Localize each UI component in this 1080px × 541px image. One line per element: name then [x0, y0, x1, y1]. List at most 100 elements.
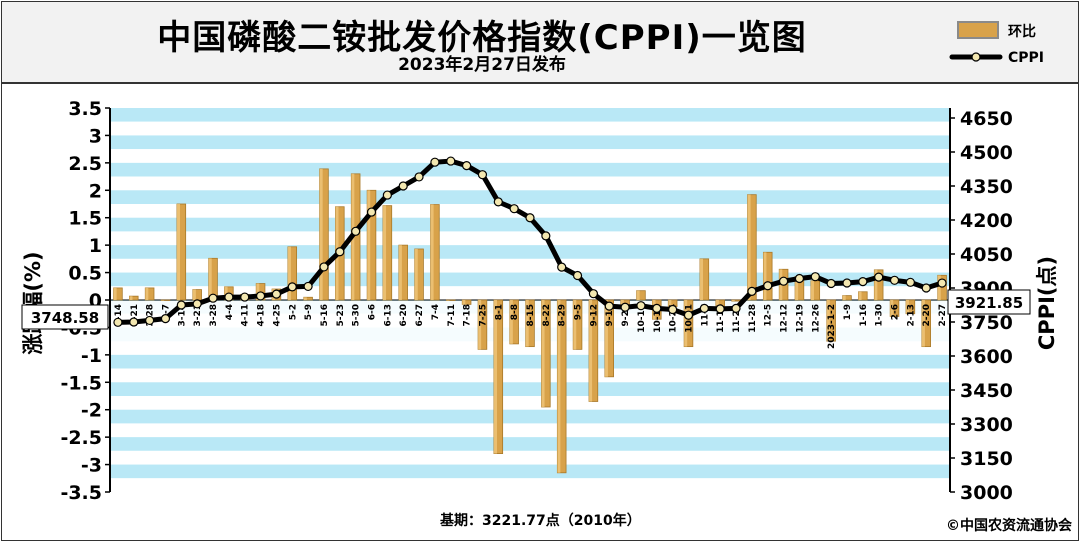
x-tick-label: 4-11 [241, 304, 251, 327]
x-tick-label: 8-29 [558, 304, 568, 327]
x-tick-label: 12-26 [811, 304, 821, 333]
cppi-point-3-7 [160, 314, 171, 324]
cppi-point-5-16 [319, 262, 329, 272]
bar-highlight-12-19 [795, 276, 799, 300]
left-tick-label: -2.5 [60, 427, 102, 449]
grid-band [110, 382, 950, 396]
x-tick-label: 5-23 [336, 304, 346, 327]
cppi-point-6-13 [382, 190, 392, 200]
x-tick-label: 5-9 [304, 304, 314, 320]
left-tick-label: 1 [89, 235, 102, 257]
grid-band [110, 354, 950, 369]
bar-highlight-9-5 [573, 300, 577, 350]
x-tick-label: 2-6 [891, 304, 901, 320]
bar-highlight-8-22 [541, 300, 545, 407]
cppi-point-3-14 [176, 300, 186, 310]
bar-highlight-11-21 [731, 300, 735, 302]
x-tick-label: 3-7 [161, 304, 171, 320]
x-tick-label: 11-14 [716, 304, 726, 333]
cppi-point-11-28 [747, 286, 757, 296]
bar-highlight-4-4 [224, 286, 228, 300]
cppi-point-8-22 [541, 231, 551, 241]
cppi-point-12-26 [810, 272, 820, 282]
bar-highlight-8-29 [557, 300, 561, 473]
x-tick-label: 3-14 [177, 304, 187, 327]
right-tick-label: 4050 [960, 244, 1013, 266]
legend: 环比 CPPI [949, 21, 1044, 66]
grid-band [110, 396, 950, 410]
bar-highlight-11-7 [699, 258, 704, 300]
cppi-line-series [113, 156, 947, 327]
grid-band [110, 108, 950, 122]
cppi-point-6-20 [398, 181, 408, 191]
bar-highlight-2-14 [113, 287, 117, 300]
bar-highlight-6-20 [398, 245, 402, 300]
bar-highlight-7-11 [446, 300, 450, 301]
x-tick-label: 7-25 [478, 304, 488, 327]
cppi-point-3-28 [208, 293, 218, 303]
left-tick-label: -1 [81, 345, 102, 367]
cppi-point-11-21 [731, 303, 741, 313]
cppi-point-11-7 [699, 303, 709, 313]
bar-highlight-2-13 [906, 300, 910, 314]
x-tick-label: 8-15 [526, 304, 536, 327]
bar-highlight-11-14 [715, 300, 719, 307]
cppi-point-12-5 [763, 281, 773, 291]
chart-subtitle: 2023年2月27日发布 [398, 55, 566, 75]
header-panel: 中国磷酸二铵批发价格指数(CPPI)一览图 2023年2月27日发布 [1, 1, 1079, 83]
x-tick-label: 11-7 [700, 304, 710, 327]
x-tick-label: 3-21 [193, 304, 203, 327]
x-tick-label: 8-8 [510, 304, 520, 320]
grid-band [110, 190, 950, 204]
end-callout-text: 3921.85 [955, 294, 1023, 312]
cppi-point-10-31 [683, 310, 694, 320]
cppi-point-4-11 [240, 292, 250, 302]
cppi-point-2-28 [145, 315, 155, 326]
cppi-point-2-6 [889, 275, 900, 285]
left-tick-label: -3.5 [60, 482, 102, 504]
x-tick-label: 5-2 [288, 304, 298, 320]
cppi-point-11-14 [715, 304, 725, 314]
bar-highlight-9-19 [604, 300, 608, 377]
right-tick-label: 4200 [960, 210, 1013, 232]
x-tick-label: 2-27 [938, 304, 948, 327]
x-tick-label: 2023-1-2 [827, 304, 837, 349]
x-tick-label: 7-4 [431, 304, 441, 320]
grid-band [110, 464, 950, 479]
bar-highlight-5-16 [319, 168, 323, 300]
cppi-point-9-5 [572, 270, 583, 281]
start-callout-box [21, 304, 109, 330]
grid-band [110, 478, 950, 492]
x-tick-label: 6-20 [399, 304, 409, 327]
cppi-point-9-12 [588, 289, 598, 299]
copyright-note: ©中国农资流通协会 [946, 517, 1073, 534]
right-tick-label: 4500 [960, 142, 1013, 164]
cppi-point-8-29 [557, 262, 567, 272]
bar-highlight-10-24 [668, 300, 672, 307]
bar-highlight-2-28 [145, 287, 149, 300]
legend-bar-label: 环比 [1008, 23, 1036, 40]
cppi-point-2-27 [937, 278, 947, 288]
x-tick-label: 4-18 [257, 304, 267, 327]
legend-bar-swatch [957, 21, 999, 39]
bar-highlight-6-27 [414, 248, 418, 300]
bar-highlight-8-1 [493, 300, 497, 454]
cppi-point-4-4 [224, 292, 234, 302]
cppi-point-8-1 [493, 197, 503, 207]
x-tick-label: 3-28 [209, 304, 219, 327]
grid-band [110, 162, 950, 177]
left-axis: 3.532.521.510.50-0.5-1-1.5-2-2.5-3-3.5 [60, 98, 111, 504]
bar-highlight-2-6 [890, 300, 894, 317]
x-tick-label: 11-28 [748, 304, 758, 333]
cppi-point-1-9 [842, 278, 852, 288]
x-tick-label: 1-9 [843, 304, 853, 320]
left-tick-label: 3.5 [68, 98, 102, 120]
x-tick-label: 9-12 [589, 304, 599, 327]
x-tick-label: 6-27 [415, 304, 425, 327]
x-tick-label: 2-13 [906, 304, 916, 327]
grid-band [110, 341, 950, 355]
left-tick-label: 1.5 [68, 208, 102, 230]
left-tick-label: 2 [89, 180, 102, 202]
grid-band [110, 423, 950, 438]
